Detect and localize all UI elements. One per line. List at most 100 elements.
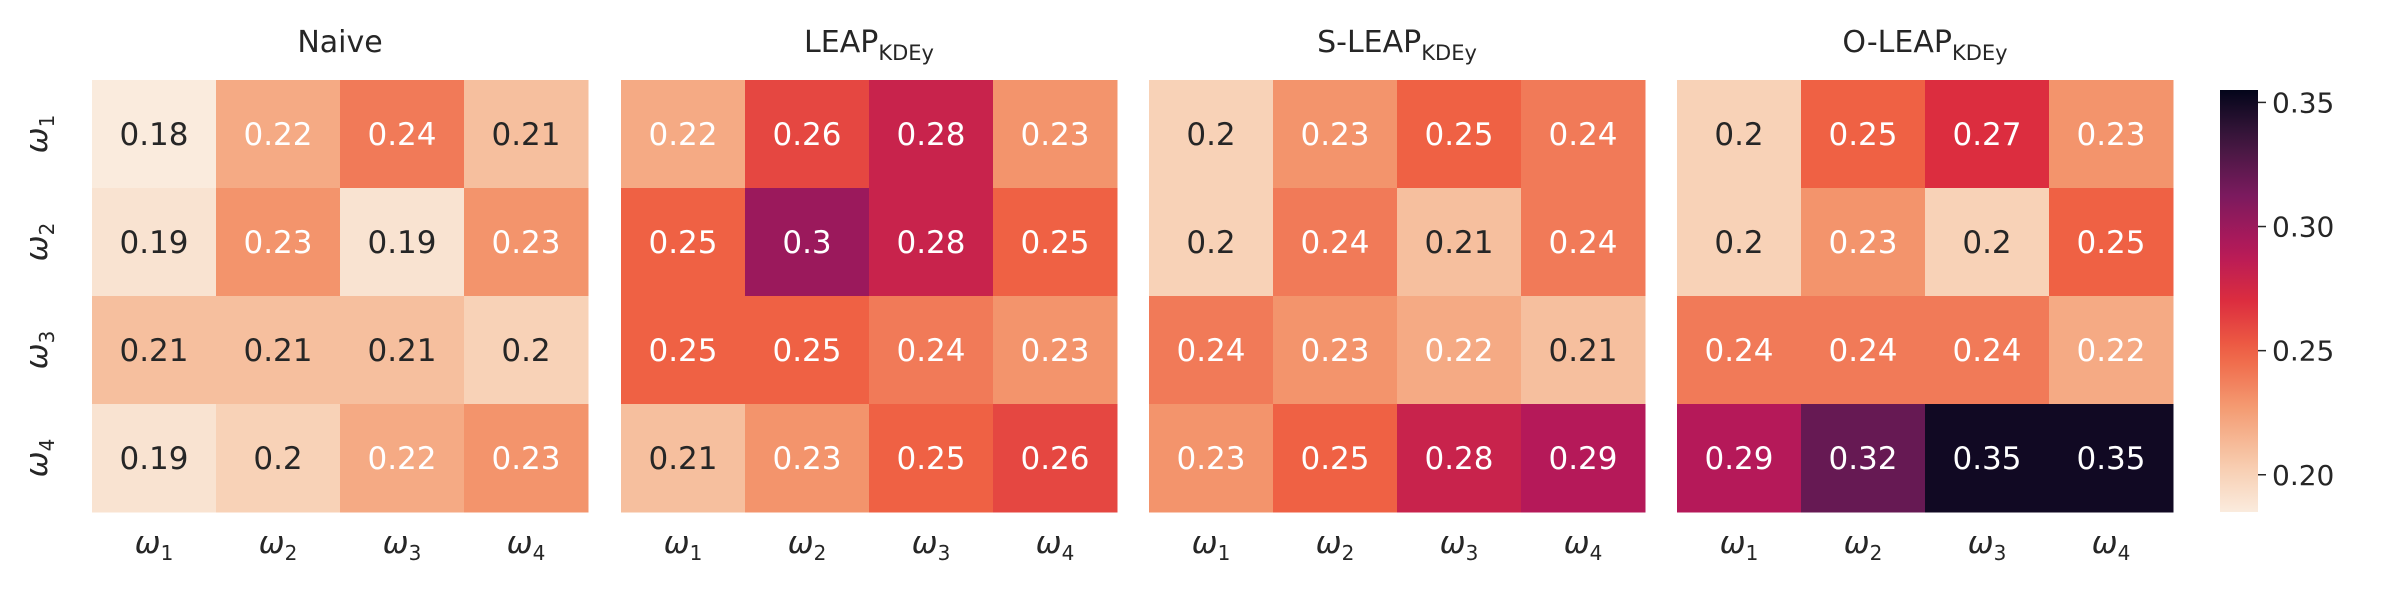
cell-value-label: 0.21 xyxy=(1548,333,1617,369)
cell-value-label: 0.23 xyxy=(1300,117,1369,153)
column-tick-label: ω2 xyxy=(1316,525,1355,565)
cell-value-label: 0.24 xyxy=(1704,333,1773,369)
heatmap-cell xyxy=(1677,80,1802,189)
cell-value-label: 0.26 xyxy=(1020,441,1089,477)
cell-value-label: 0.29 xyxy=(1704,441,1773,477)
heatmap-cell xyxy=(92,80,217,189)
heatmap-cell xyxy=(745,188,870,297)
heatmap-cell xyxy=(621,188,746,297)
column-tick-label: ω1 xyxy=(1192,525,1231,565)
cell-value-label: 0.21 xyxy=(367,333,436,369)
heatmap-cell xyxy=(1149,296,1274,405)
column-tick-label: ω3 xyxy=(912,525,951,565)
colorbar-tick-label: 0.20 xyxy=(2272,459,2334,492)
heatmap-cell xyxy=(1273,80,1398,189)
heatmap-cell xyxy=(340,188,465,297)
cell-value-label: 0.27 xyxy=(1952,117,2021,153)
column-tick-label: ω4 xyxy=(507,525,546,565)
column-tick-label: ω4 xyxy=(2092,525,2131,565)
heatmap-cell xyxy=(2049,188,2174,297)
cell-value-label: 0.2 xyxy=(1186,117,1235,153)
heatmap-cell xyxy=(745,296,870,405)
cell-value-label: 0.2 xyxy=(1714,117,1763,153)
cell-value-label: 0.23 xyxy=(491,225,560,261)
cell-value-label: 0.23 xyxy=(243,225,312,261)
heatmap-cell xyxy=(464,296,589,405)
cell-value-label: 0.2 xyxy=(1186,225,1235,261)
cell-value-label: 0.24 xyxy=(1952,333,2021,369)
heatmap-cell xyxy=(1149,80,1274,189)
heatmap-cell xyxy=(1149,404,1274,513)
cell-value-label: 0.22 xyxy=(243,117,312,153)
cell-value-label: 0.26 xyxy=(772,117,841,153)
heatmap-cell xyxy=(1925,404,2050,513)
cell-value-label: 0.35 xyxy=(1952,441,2021,477)
cell-value-label: 0.25 xyxy=(1828,117,1897,153)
column-tick-label: ω3 xyxy=(383,525,422,565)
heatmap-cell xyxy=(340,80,465,189)
cell-value-label: 0.3 xyxy=(782,225,831,261)
heatmap-cell xyxy=(1273,188,1398,297)
cell-value-label: 0.24 xyxy=(1828,333,1897,369)
heatmap-cell xyxy=(1801,80,1926,189)
heatmap-cell xyxy=(1677,296,1802,405)
heatmap-cell xyxy=(869,404,994,513)
heatmap-cell xyxy=(1521,80,1646,189)
heatmap-cell xyxy=(1521,188,1646,297)
heatmap-cell xyxy=(92,188,217,297)
heatmap-cell xyxy=(1925,296,2050,405)
column-tick-label: ω1 xyxy=(1720,525,1759,565)
cell-value-label: 0.23 xyxy=(1020,117,1089,153)
cell-value-label: 0.22 xyxy=(1424,333,1493,369)
cell-value-label: 0.2 xyxy=(253,441,302,477)
cell-value-label: 0.25 xyxy=(1424,117,1493,153)
cell-value-label: 0.22 xyxy=(367,441,436,477)
row-tick-label: ω3 xyxy=(19,331,59,370)
heatmap-cell xyxy=(621,296,746,405)
panel-title: O-LEAPKDEy xyxy=(1842,25,2007,65)
column-tick-label: ω3 xyxy=(1440,525,1479,565)
heatmap-cell xyxy=(745,404,870,513)
column-tick-label: ω2 xyxy=(1844,525,1883,565)
cell-value-label: 0.25 xyxy=(896,441,965,477)
heatmap-cell xyxy=(92,296,217,405)
heatmap-cell xyxy=(1801,296,1926,405)
column-tick-label: ω1 xyxy=(664,525,703,565)
panel-title: S-LEAPKDEy xyxy=(1317,25,1477,65)
cell-value-label: 0.24 xyxy=(367,117,436,153)
heatmap-cell xyxy=(1677,188,1802,297)
cell-value-label: 0.25 xyxy=(648,225,717,261)
column-tick-label: ω4 xyxy=(1564,525,1603,565)
heatmap-cell xyxy=(1677,404,1802,513)
cell-value-label: 0.21 xyxy=(1424,225,1493,261)
heatmap-panel: O-LEAPKDEy 0.2 0.25 0.27 0.23 0.2 0.23 0.2 0.25 0… xyxy=(1677,25,2174,565)
cell-value-label: 0.21 xyxy=(119,333,188,369)
cell-value-label: 0.23 xyxy=(1300,333,1369,369)
heatmap-cell xyxy=(1925,188,2050,297)
cell-value-label: 0.24 xyxy=(1176,333,1245,369)
heatmap-cell xyxy=(993,80,1118,189)
heatmap-cell xyxy=(993,188,1118,297)
cell-value-label: 0.29 xyxy=(1548,441,1617,477)
column-tick-label: ω2 xyxy=(259,525,298,565)
cell-value-label: 0.28 xyxy=(896,225,965,261)
cell-value-label: 0.19 xyxy=(119,441,188,477)
cell-value-label: 0.2 xyxy=(1962,225,2011,261)
colorbar-tick-label: 0.35 xyxy=(2272,86,2334,119)
heatmap-cell xyxy=(869,188,994,297)
cell-value-label: 0.22 xyxy=(648,117,717,153)
heatmap-cell xyxy=(464,188,589,297)
heatmap-cell xyxy=(1925,80,2050,189)
heatmap-cell xyxy=(216,80,341,189)
colorbar-tick-label: 0.25 xyxy=(2272,335,2334,368)
cell-value-label: 0.24 xyxy=(1548,225,1617,261)
heatmap-cell xyxy=(1273,296,1398,405)
heatmap-cell xyxy=(1397,188,1522,297)
heatmap-panel: S-LEAPKDEy 0.2 0.23 0.25 0.24 0.2 0.24 0.21 0.24… xyxy=(1149,25,1646,565)
heatmap-cell xyxy=(993,296,1118,405)
cell-value-label: 0.2 xyxy=(1714,225,1763,261)
heatmap-cell xyxy=(2049,296,2174,405)
heatmap-panel: LEAPKDEy 0.22 0.26 0.28 0.23 0.25 0.3 0.28 0.25 0… xyxy=(621,25,1118,565)
heatmap-cell xyxy=(621,404,746,513)
heatmap-cell xyxy=(869,296,994,405)
